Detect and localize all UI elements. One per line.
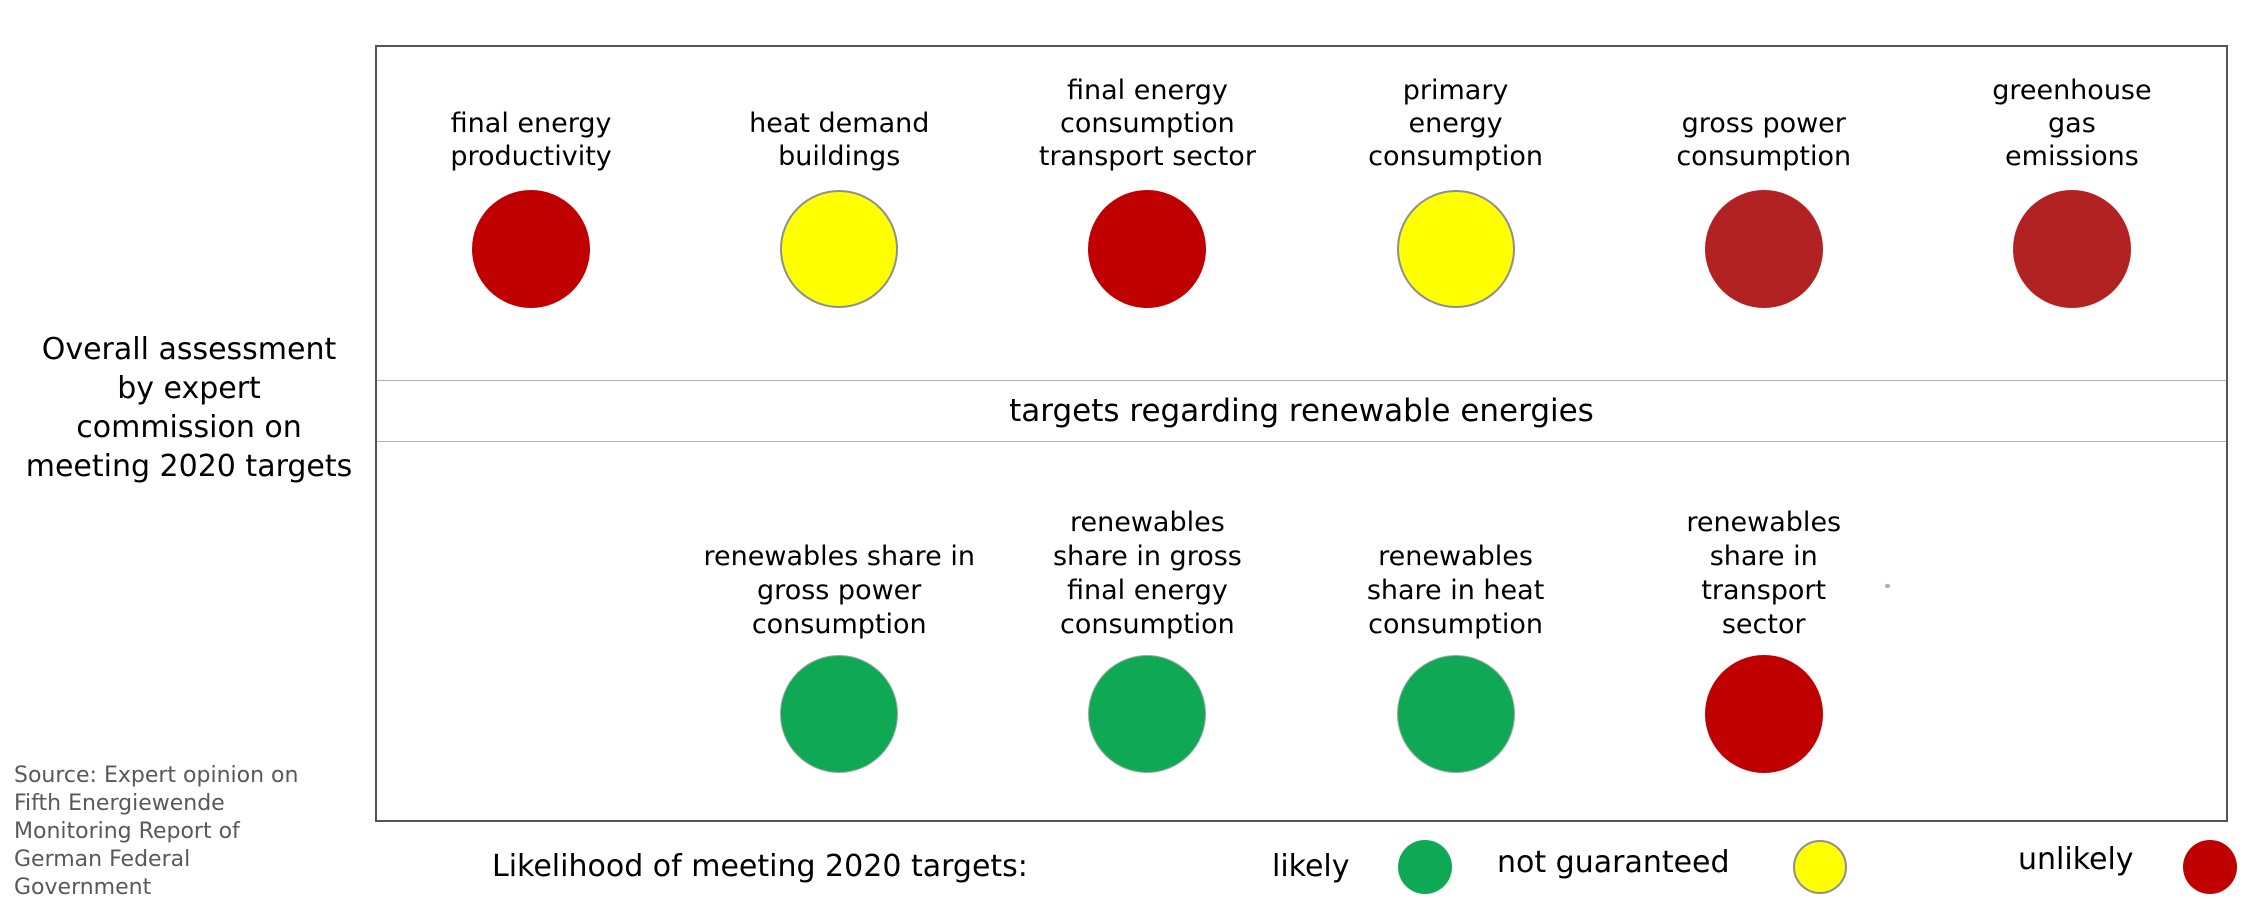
status-dot-unlikely (1704, 190, 1823, 308)
chart-title: Overall assessment by expert commission … (25, 332, 353, 484)
general-targets-row: final energy productivity heat demand bu… (377, 47, 2226, 380)
assessment-panel: final energy productivity heat demand bu… (375, 45, 2228, 822)
legend-label-not-guaranteed: not guaranteed (1497, 845, 1730, 880)
indicator-label: renewables share in gross power consumpt… (703, 541, 975, 640)
legend-dot-likely (1398, 840, 1452, 894)
indicator-final-energy-consumption-transport: final energy consumption transport secto… (993, 47, 1301, 380)
indicator-label: greenhouse gas emissions (1992, 75, 2152, 172)
status-dot-unlikely (1088, 190, 1207, 308)
legend-label-likely: likely (1272, 849, 1350, 884)
status-dot-not-guaranteed (1396, 190, 1515, 308)
status-dot-not-guaranteed (780, 190, 899, 308)
status-dot-likely (780, 655, 899, 773)
status-dot-likely (1396, 655, 1515, 773)
indicator-label: primary energy consumption (1368, 75, 1543, 172)
indicator-renewables-transport-sector: renewables share in transport sector (1610, 442, 1918, 820)
indicator-renewables-gross-power: renewables share in gross power consumpt… (685, 442, 993, 820)
indicator-final-energy-productivity: final energy productivity (377, 47, 685, 380)
indicator-renewables-gross-final-energy: renewables share in gross final energy c… (993, 442, 1301, 820)
renewables-targets-row: renewables share in gross power consumpt… (685, 442, 1918, 820)
legend-dot-unlikely (2183, 840, 2237, 894)
status-dot-unlikely (472, 190, 591, 308)
indicator-label: renewables share in gross final energy c… (1052, 507, 1242, 640)
indicator-label: gross power consumption (1676, 108, 1852, 172)
indicator-label: renewables share in transport sector (1686, 507, 1842, 640)
legend-title: Likelihood of meeting 2020 targets: (492, 849, 1028, 884)
renewables-section-header: targets regarding renewable energies (377, 380, 2226, 442)
status-dot-unlikely (2012, 190, 2131, 308)
indicator-primary-energy-consumption: primary energy consumption (1301, 47, 1609, 380)
indicator-heat-demand-buildings: heat demand buildings (685, 47, 993, 380)
indicator-label: final energy consumption transport secto… (1038, 75, 1256, 172)
renewables-section-label: targets regarding renewable energies (1009, 393, 1594, 429)
legend-label-unlikely: unlikely (2018, 842, 2134, 877)
source-note: Source: Expert opinion on Fifth Energiew… (14, 763, 299, 900)
indicator-greenhouse-gas-emissions: greenhouse gas emissions (1918, 47, 2226, 380)
indicator-renewables-heat-consumption: renewables share in heat consumption (1301, 442, 1609, 820)
legend-dot-not-guaranteed (1793, 840, 1847, 894)
stray-mark (1885, 584, 1890, 588)
indicator-label: heat demand buildings (749, 108, 930, 172)
status-dot-unlikely (1704, 655, 1823, 773)
indicator-label: renewables share in heat consumption (1366, 541, 1545, 640)
indicator-label: final energy productivity (450, 108, 612, 172)
indicator-gross-power-consumption: gross power consumption (1610, 47, 1918, 380)
status-dot-likely (1088, 655, 1207, 773)
